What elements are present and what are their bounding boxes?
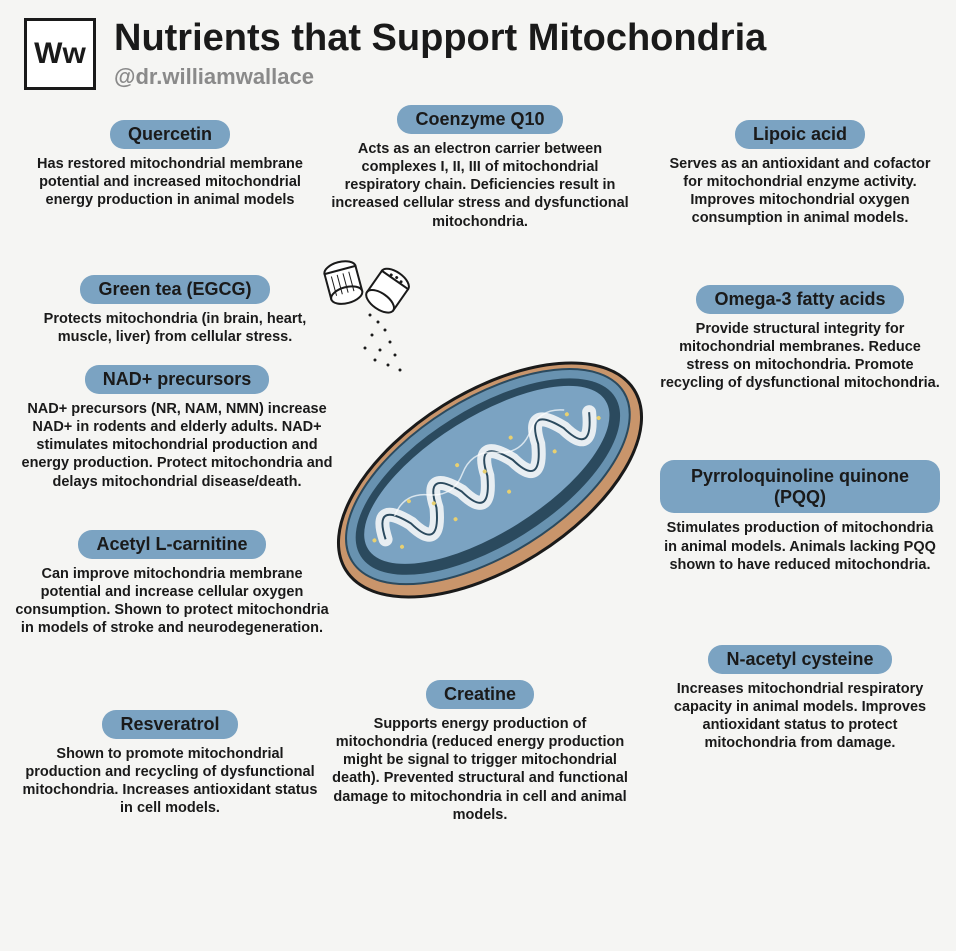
nutrient-coq10: Coenzyme Q10 Acts as an electron carrier… <box>330 105 630 231</box>
nutrient-quercetin: Quercetin Has restored mitochondrial mem… <box>30 120 310 209</box>
infographic-canvas: Quercetin Has restored mitochondrial mem… <box>0 90 956 920</box>
nutrient-desc: Provide structural integrity for mitocho… <box>660 320 940 393</box>
pill-label: Acetyl L-carnitine <box>78 530 265 559</box>
nutrient-nac: N-acetyl cysteine Increases mitochondria… <box>660 645 940 753</box>
pill-label: Pyrroloquinoline quinone (PQQ) <box>660 460 940 513</box>
pill-label: Coenzyme Q10 <box>397 105 562 134</box>
logo-box: Ww <box>24 18 96 90</box>
pill-label: Resveratrol <box>102 710 237 739</box>
author-handle: @dr.williamwallace <box>114 64 932 90</box>
pill-label: Lipoic acid <box>735 120 865 149</box>
nutrient-pqq: Pyrroloquinoline quinone (PQQ) Stimulate… <box>660 460 940 574</box>
nutrient-omega3: Omega-3 fatty acids Provide structural i… <box>660 285 940 393</box>
title-block: Nutrients that Support Mitochondria @dr.… <box>114 18 932 90</box>
nutrient-alc: Acetyl L-carnitine Can improve mitochond… <box>12 530 332 638</box>
nutrient-creatine: Creatine Supports energy production of m… <box>330 680 630 824</box>
header: Ww Nutrients that Support Mitochondria @… <box>0 0 956 90</box>
pill-label: Omega-3 fatty acids <box>696 285 903 314</box>
page-title: Nutrients that Support Mitochondria <box>114 18 932 60</box>
pill-label: Green tea (EGCG) <box>80 275 269 304</box>
nutrient-desc: Has restored mitochondrial membrane pote… <box>30 155 310 209</box>
nutrient-desc: Increases mitochondrial respiratory capa… <box>660 680 940 753</box>
nutrient-desc: Stimulates production of mitochondria in… <box>660 519 940 573</box>
logo-text: Ww <box>34 37 86 71</box>
nutrient-desc: Can improve mitochondria membrane potent… <box>12 565 332 638</box>
nutrient-lipoic: Lipoic acid Serves as an antioxidant and… <box>660 120 940 228</box>
nutrient-resveratrol: Resveratrol Shown to promote mitochondri… <box>20 710 320 818</box>
pill-label: Creatine <box>426 680 534 709</box>
pill-label: Quercetin <box>110 120 230 149</box>
nutrient-desc: Supports energy production of mitochondr… <box>330 715 630 824</box>
mitochondrion-icon <box>300 260 680 640</box>
pill-label: NAD+ precursors <box>85 365 270 394</box>
pill-label: N-acetyl cysteine <box>708 645 891 674</box>
nutrient-desc: Shown to promote mitochondrial productio… <box>20 745 320 818</box>
nutrient-nad: NAD+ precursors NAD+ precursors (NR, NAM… <box>12 365 342 491</box>
nutrient-egcg: Green tea (EGCG) Protects mitochondria (… <box>20 275 330 346</box>
nutrient-desc: Protects mitochondria (in brain, heart, … <box>20 310 330 346</box>
nutrient-desc: Acts as an electron carrier between comp… <box>330 140 630 231</box>
nutrient-desc: Serves as an antioxidant and cofactor fo… <box>660 155 940 228</box>
nutrient-desc: NAD+ precursors (NR, NAM, NMN) increase … <box>12 400 342 491</box>
